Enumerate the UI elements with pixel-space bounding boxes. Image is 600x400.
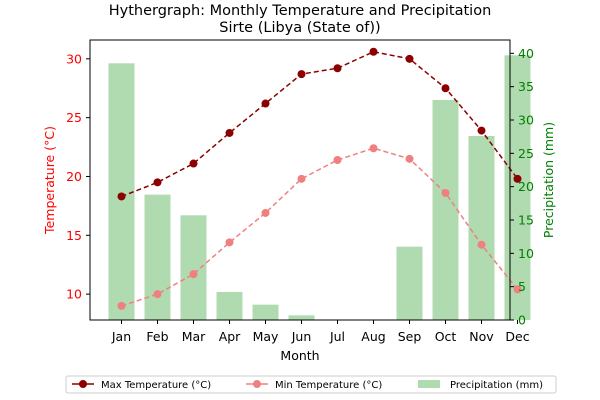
legend: Max Temperature (°C) Min Temperature (°C… bbox=[65, 375, 557, 394]
y-right-tick-label: 25 bbox=[518, 146, 534, 161]
y-left-tick-label: 20 bbox=[66, 169, 82, 184]
max-temp-line bbox=[121, 51, 519, 198]
min-temp-point-jul bbox=[333, 156, 342, 164]
max-temp-point-aug bbox=[369, 47, 378, 56]
x-tick-label: Jun bbox=[291, 329, 312, 344]
x-tick-label: Dec bbox=[505, 329, 529, 344]
precip-bar-jun bbox=[288, 315, 315, 320]
legend-min-label: Min Temperature (°C) bbox=[275, 380, 382, 391]
plot-frame bbox=[89, 39, 511, 321]
y-right-tick-label: 20 bbox=[518, 179, 534, 194]
min-temp-point-jun bbox=[297, 174, 306, 183]
y-left-tick-label: 10 bbox=[66, 287, 82, 302]
precip-bar-feb bbox=[144, 194, 171, 320]
temperature-lines bbox=[117, 47, 522, 310]
max-temp-point-dec bbox=[513, 174, 522, 183]
chart-title-line2: Sirte (Libya (State of)) bbox=[219, 20, 380, 36]
y-right-tick-label: 0 bbox=[518, 313, 526, 328]
x-tick-label: Jan bbox=[111, 329, 131, 344]
max-temp-point-feb bbox=[153, 178, 162, 187]
legend-max-label: Max Temperature (°C) bbox=[101, 380, 211, 391]
x-tick-label: Oct bbox=[435, 329, 457, 344]
y-axis-right-label: Precipitation (mm) bbox=[541, 122, 556, 238]
precip-bar-mar bbox=[180, 215, 207, 320]
min-temp-point-dec bbox=[513, 285, 522, 294]
precipitation-bars bbox=[108, 55, 531, 320]
y-right-tick-label: 35 bbox=[518, 79, 534, 94]
y-left-tick-label: 30 bbox=[66, 51, 82, 66]
max-temp-point-apr bbox=[225, 128, 234, 137]
x-tick-label: Sep bbox=[398, 329, 422, 344]
max-temp-point-oct bbox=[441, 84, 450, 93]
legend-precip-label: Precipitation (mm) bbox=[450, 380, 543, 391]
precip-bar-oct bbox=[432, 100, 459, 320]
min-temp-point-feb bbox=[153, 290, 162, 299]
min-temp-point-jan bbox=[117, 301, 126, 310]
y-right-tick-label: 5 bbox=[518, 279, 526, 294]
x-tick-label: Mar bbox=[182, 329, 206, 344]
chart-title-line1: Hythergraph: Monthly Temperature and Pre… bbox=[109, 3, 492, 19]
x-tick-label: May bbox=[253, 329, 279, 344]
x-axis: Jan Feb Mar Apr May Jun Jul Aug Sep Oct Nov Dec bbox=[111, 320, 530, 344]
precip-bar-apr bbox=[216, 292, 243, 320]
max-temp-point-jan bbox=[117, 192, 126, 201]
y-left-tick-label: 25 bbox=[66, 110, 82, 125]
precip-bar-jan bbox=[108, 63, 135, 320]
y-axis-right: 0 5 10 15 20 25 30 35 40 bbox=[510, 46, 534, 328]
legend-max-marker bbox=[79, 380, 87, 388]
x-tick-label: Apr bbox=[219, 329, 241, 344]
y-right-tick-label: 10 bbox=[518, 246, 534, 261]
min-temp-point-sep bbox=[405, 154, 414, 163]
min-temp-point-apr bbox=[225, 238, 234, 247]
y-right-tick-label: 30 bbox=[518, 113, 534, 128]
min-temp-point-aug bbox=[369, 144, 378, 153]
legend-min-marker bbox=[253, 380, 261, 388]
y-axis-left: 10 15 20 25 30 bbox=[66, 51, 90, 302]
min-temp-point-oct bbox=[441, 188, 450, 197]
max-temp-point-sep bbox=[405, 54, 414, 63]
max-temp-point-jun bbox=[297, 70, 306, 79]
x-tick-label: Nov bbox=[469, 329, 494, 344]
y-right-tick-label: 40 bbox=[518, 46, 534, 61]
x-axis-label: Month bbox=[280, 348, 319, 363]
y-right-tick-label: 15 bbox=[518, 213, 534, 228]
max-temp-point-jul bbox=[333, 64, 342, 73]
min-temp-point-may bbox=[261, 208, 270, 217]
max-temp-point-mar bbox=[189, 159, 198, 168]
legend-precip-swatch bbox=[418, 380, 440, 388]
min-temp-line bbox=[121, 147, 519, 307]
precip-bar-may bbox=[252, 304, 279, 320]
x-tick-label: Aug bbox=[361, 329, 385, 344]
y-axis-left-label: Temperature (°C) bbox=[42, 126, 57, 235]
min-temp-point-mar bbox=[189, 270, 198, 279]
precip-bar-dec bbox=[504, 55, 531, 320]
x-tick-label: Jul bbox=[329, 329, 345, 344]
y-left-tick-label: 15 bbox=[66, 228, 82, 243]
precip-bar-sep bbox=[396, 246, 423, 320]
x-tick-label: Feb bbox=[146, 329, 168, 344]
max-temp-point-may bbox=[261, 99, 270, 108]
max-temp-point-nov bbox=[477, 126, 486, 135]
precip-bar-nov bbox=[468, 136, 495, 320]
min-temp-point-nov bbox=[477, 240, 486, 249]
